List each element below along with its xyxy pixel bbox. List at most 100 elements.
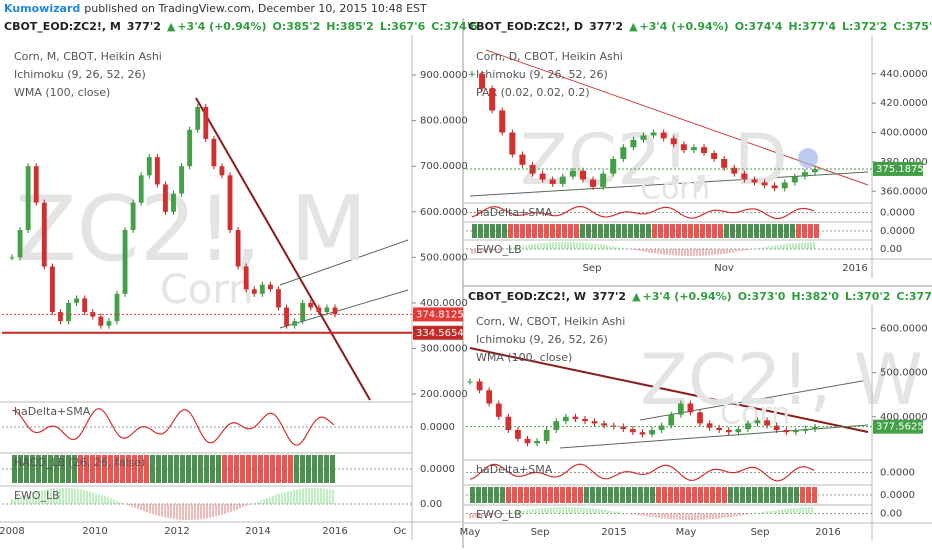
candle	[660, 132, 667, 139]
haco-bar	[490, 224, 495, 238]
haco-bar	[658, 224, 663, 238]
haco-bar	[500, 487, 505, 503]
legend-entry: Corn, W, CBOT, Heikin Ashi	[476, 315, 625, 328]
candle	[801, 172, 808, 177]
x-tick-label: Sep	[751, 527, 770, 538]
header-high: H:377'4	[788, 20, 836, 33]
candle	[529, 164, 536, 174]
haco-bar	[800, 487, 805, 503]
subpanel-tick-label: 0.00	[420, 499, 442, 510]
haco-bar	[508, 224, 513, 238]
haco-bar	[572, 487, 577, 503]
watermark: ZC2!, M	[15, 177, 368, 282]
header-change: +3'4 (+0.94%)	[177, 20, 266, 33]
candle	[543, 430, 550, 442]
candle	[640, 135, 647, 140]
haco-bar	[734, 487, 739, 503]
candle	[130, 202, 136, 231]
haco-bar	[186, 455, 191, 483]
candle	[179, 166, 184, 194]
haco-bar	[330, 455, 335, 483]
candle	[725, 430, 732, 433]
price-tag	[413, 325, 463, 340]
candle	[761, 182, 768, 186]
header-change: +3'4 (+0.94%)	[640, 20, 729, 33]
haco-bar	[24, 455, 29, 483]
candle	[791, 176, 798, 183]
haco-bar	[634, 224, 639, 238]
header-arrow: ▲	[629, 20, 638, 33]
haco-bar	[288, 455, 293, 483]
haco-bar	[108, 455, 113, 483]
haco-bar	[560, 487, 565, 503]
haco-bar	[724, 224, 729, 238]
candle	[468, 73, 476, 75]
haco-bar	[646, 224, 651, 238]
header-open: O:374'4	[735, 20, 783, 33]
haco-bar	[652, 224, 657, 238]
subpanel-label: haDelta+SMA	[14, 405, 91, 418]
candle	[741, 173, 748, 180]
haco-bar	[66, 455, 71, 483]
candle	[781, 182, 788, 189]
header-arrow: ▲	[632, 290, 641, 303]
candle	[783, 430, 790, 433]
haco-bar	[532, 224, 537, 238]
haco-bar	[586, 224, 591, 238]
candle	[539, 173, 546, 180]
subpanel-label: EWO_LB	[476, 243, 522, 256]
haco-bar	[240, 455, 245, 483]
candle	[58, 312, 63, 322]
haco-bar	[584, 487, 589, 503]
subpanel-tick-label: 0.0000	[420, 422, 455, 433]
haco-bar	[806, 487, 811, 503]
candle	[332, 307, 338, 315]
haco-bar	[776, 487, 781, 503]
haco-bar	[668, 487, 673, 503]
haco-bar	[598, 224, 603, 238]
candle	[90, 312, 96, 317]
haco-bar	[640, 224, 645, 238]
x-tick-label: Nov	[714, 263, 734, 274]
haco-bar	[706, 224, 711, 238]
candle	[467, 381, 473, 383]
haco-bar	[270, 455, 275, 483]
candle	[680, 144, 687, 151]
haco-bar	[300, 455, 305, 483]
haco-bar	[788, 487, 793, 503]
candle	[515, 430, 521, 439]
candle	[17, 230, 23, 258]
haco-bar	[518, 487, 523, 503]
haco-bar	[622, 224, 627, 238]
y-tick-label: 500.0000	[420, 252, 468, 263]
haco-bar	[264, 455, 269, 483]
candle	[203, 106, 209, 139]
haco-bar	[562, 224, 567, 238]
header-symbol: CBOT_EOD:ZC2!, M	[4, 20, 121, 33]
legend-entry: Corn, M, CBOT, Heikin Ashi	[14, 50, 162, 63]
candle	[251, 289, 257, 294]
haco-bar	[84, 455, 89, 483]
price-tag-label: 374.8125	[416, 309, 464, 320]
haco-bar	[536, 487, 541, 503]
marker-circle	[798, 148, 818, 168]
haco-bar	[542, 487, 547, 503]
haco-bar	[524, 487, 529, 503]
haco-bar	[752, 487, 757, 503]
haco-bar	[478, 224, 483, 238]
subpanel-label: HACO_LB (26, 26, false)	[14, 456, 145, 469]
haco-bar	[784, 224, 789, 238]
haco-bar	[772, 224, 777, 238]
candle	[524, 438, 531, 444]
y-tick-label: 360.0000	[880, 186, 928, 197]
candle	[610, 158, 617, 174]
y-tick-label: 420.0000	[880, 98, 928, 109]
candle	[106, 321, 112, 326]
header-last: 377'2	[589, 20, 623, 33]
haco-bar	[736, 224, 741, 238]
x-tick-label: 2010	[82, 526, 107, 537]
haco-bar	[96, 455, 101, 483]
haco-bar	[48, 455, 53, 483]
haco-bar	[502, 224, 507, 238]
